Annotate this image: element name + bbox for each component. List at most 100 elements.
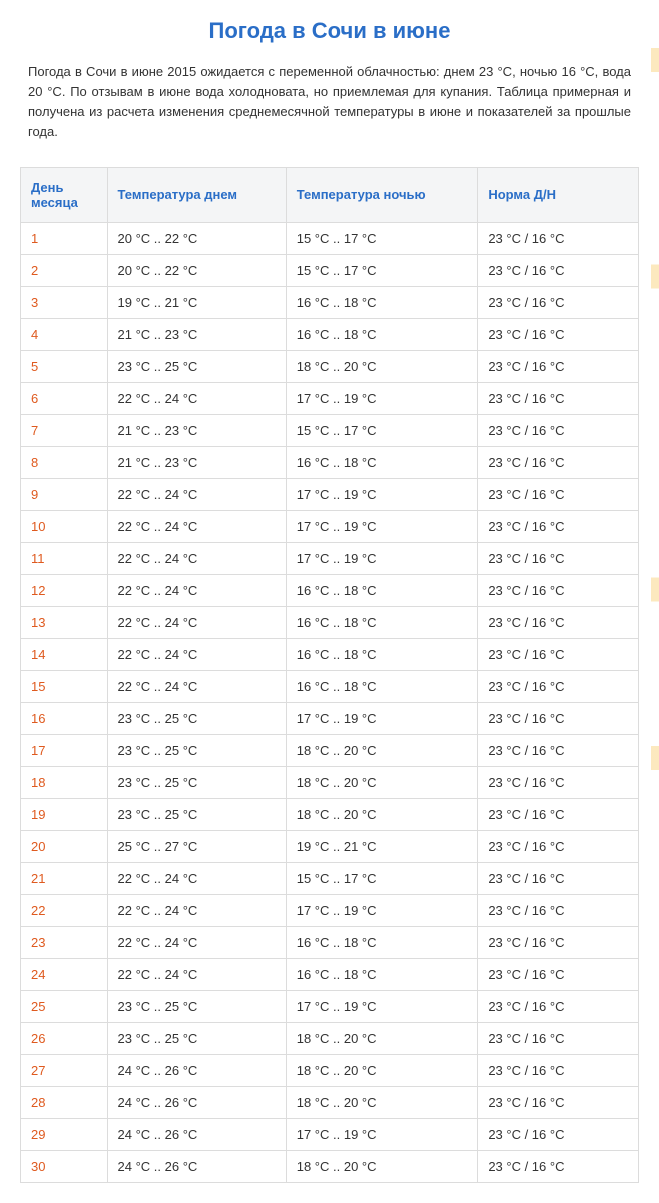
- table-row: 1522 °С .. 24 °С16 °С .. 18 °С23 °С / 16…: [21, 670, 639, 702]
- table-row: 1823 °С .. 25 °С18 °С .. 20 °С23 °С / 16…: [21, 766, 639, 798]
- col-header-day-temp: Температура днем: [107, 167, 286, 222]
- norm-cell: 23 °С / 16 °С: [478, 638, 639, 670]
- norm-cell: 23 °С / 16 °С: [478, 1118, 639, 1150]
- day-cell[interactable]: 22: [21, 894, 108, 926]
- day-cell[interactable]: 13: [21, 606, 108, 638]
- day-cell[interactable]: 3: [21, 286, 108, 318]
- day-temp-cell: 20 °С .. 22 °С: [107, 254, 286, 286]
- day-temp-cell: 23 °С .. 25 °С: [107, 990, 286, 1022]
- night-temp-cell: 17 °С .. 19 °С: [286, 702, 478, 734]
- table-row: 2122 °С .. 24 °С15 °С .. 17 °С23 °С / 16…: [21, 862, 639, 894]
- day-cell[interactable]: 11: [21, 542, 108, 574]
- day-cell[interactable]: 12: [21, 574, 108, 606]
- day-cell[interactable]: 10: [21, 510, 108, 542]
- day-temp-cell: 22 °С .. 24 °С: [107, 606, 286, 638]
- page-title: Погода в Сочи в июне: [20, 18, 639, 44]
- night-temp-cell: 16 °С .. 18 °С: [286, 318, 478, 350]
- norm-cell: 23 °С / 16 °С: [478, 414, 639, 446]
- night-temp-cell: 16 °С .. 18 °С: [286, 446, 478, 478]
- day-cell[interactable]: 26: [21, 1022, 108, 1054]
- norm-cell: 23 °С / 16 °С: [478, 350, 639, 382]
- day-cell[interactable]: 21: [21, 862, 108, 894]
- table-row: 523 °С .. 25 °С18 °С .. 20 °С23 °С / 16 …: [21, 350, 639, 382]
- night-temp-cell: 16 °С .. 18 °С: [286, 286, 478, 318]
- day-cell[interactable]: 14: [21, 638, 108, 670]
- table-row: 1122 °С .. 24 °С17 °С .. 19 °С23 °С / 16…: [21, 542, 639, 574]
- table-row: 3024 °С .. 26 °С18 °С .. 20 °С23 °С / 16…: [21, 1150, 639, 1182]
- day-cell[interactable]: 18: [21, 766, 108, 798]
- day-cell[interactable]: 25: [21, 990, 108, 1022]
- norm-cell: 23 °С / 16 °С: [478, 830, 639, 862]
- col-header-norm: Норма Д/Н: [478, 167, 639, 222]
- day-cell[interactable]: 9: [21, 478, 108, 510]
- day-cell[interactable]: 2: [21, 254, 108, 286]
- day-temp-cell: 24 °С .. 26 °С: [107, 1054, 286, 1086]
- intro-paragraph: Погода в Сочи в июне 2015 ожидается с пе…: [28, 62, 631, 143]
- day-temp-cell: 22 °С .. 24 °С: [107, 638, 286, 670]
- night-temp-cell: 17 °С .. 19 °С: [286, 990, 478, 1022]
- night-temp-cell: 15 °С .. 17 °С: [286, 254, 478, 286]
- table-row: 2025 °С .. 27 °С19 °С .. 21 °С23 °С / 16…: [21, 830, 639, 862]
- norm-cell: 23 °С / 16 °С: [478, 958, 639, 990]
- norm-cell: 23 °С / 16 °С: [478, 446, 639, 478]
- night-temp-cell: 15 °С .. 17 °С: [286, 222, 478, 254]
- table-row: 1623 °С .. 25 °С17 °С .. 19 °С23 °С / 16…: [21, 702, 639, 734]
- day-temp-cell: 22 °С .. 24 °С: [107, 510, 286, 542]
- day-cell[interactable]: 8: [21, 446, 108, 478]
- day-temp-cell: 22 °С .. 24 °С: [107, 478, 286, 510]
- norm-cell: 23 °С / 16 °С: [478, 734, 639, 766]
- norm-cell: 23 °С / 16 °С: [478, 254, 639, 286]
- table-row: 721 °С .. 23 °С15 °С .. 17 °С23 °С / 16 …: [21, 414, 639, 446]
- day-cell[interactable]: 24: [21, 958, 108, 990]
- norm-cell: 23 °С / 16 °С: [478, 606, 639, 638]
- day-cell[interactable]: 15: [21, 670, 108, 702]
- table-row: 421 °С .. 23 °С16 °С .. 18 °С23 °С / 16 …: [21, 318, 639, 350]
- day-cell[interactable]: 28: [21, 1086, 108, 1118]
- norm-cell: 23 °С / 16 °С: [478, 478, 639, 510]
- night-temp-cell: 16 °С .. 18 °С: [286, 926, 478, 958]
- night-temp-cell: 18 °С .. 20 °С: [286, 1086, 478, 1118]
- night-temp-cell: 17 °С .. 19 °С: [286, 894, 478, 926]
- day-temp-cell: 23 °С .. 25 °С: [107, 1022, 286, 1054]
- table-row: 2924 °С .. 26 °С17 °С .. 19 °С23 °С / 16…: [21, 1118, 639, 1150]
- day-cell[interactable]: 17: [21, 734, 108, 766]
- table-row: 2422 °С .. 24 °С16 °С .. 18 °С23 °С / 16…: [21, 958, 639, 990]
- norm-cell: 23 °С / 16 °С: [478, 990, 639, 1022]
- day-temp-cell: 24 °С .. 26 °С: [107, 1118, 286, 1150]
- day-cell[interactable]: 4: [21, 318, 108, 350]
- night-temp-cell: 17 °С .. 19 °С: [286, 382, 478, 414]
- table-row: 1422 °С .. 24 °С16 °С .. 18 °С23 °С / 16…: [21, 638, 639, 670]
- day-temp-cell: 22 °С .. 24 °С: [107, 542, 286, 574]
- day-temp-cell: 22 °С .. 24 °С: [107, 382, 286, 414]
- table-row: 2222 °С .. 24 °С17 °С .. 19 °С23 °С / 16…: [21, 894, 639, 926]
- night-temp-cell: 19 °С .. 21 °С: [286, 830, 478, 862]
- night-temp-cell: 18 °С .. 20 °С: [286, 1150, 478, 1182]
- day-cell[interactable]: 27: [21, 1054, 108, 1086]
- day-cell[interactable]: 19: [21, 798, 108, 830]
- day-cell[interactable]: 7: [21, 414, 108, 446]
- night-temp-cell: 16 °С .. 18 °С: [286, 958, 478, 990]
- night-temp-cell: 18 °С .. 20 °С: [286, 1054, 478, 1086]
- table-row: 120 °С .. 22 °С15 °С .. 17 °С23 °С / 16 …: [21, 222, 639, 254]
- table-row: 1322 °С .. 24 °С16 °С .. 18 °С23 °С / 16…: [21, 606, 639, 638]
- norm-cell: 23 °С / 16 °С: [478, 926, 639, 958]
- day-cell[interactable]: 16: [21, 702, 108, 734]
- night-temp-cell: 16 °С .. 18 °С: [286, 606, 478, 638]
- night-temp-cell: 17 °С .. 19 °С: [286, 478, 478, 510]
- day-cell[interactable]: 1: [21, 222, 108, 254]
- day-cell[interactable]: 6: [21, 382, 108, 414]
- night-temp-cell: 16 °С .. 18 °С: [286, 638, 478, 670]
- day-cell[interactable]: 29: [21, 1118, 108, 1150]
- norm-cell: 23 °С / 16 °С: [478, 1022, 639, 1054]
- weather-table: День месяца Температура днем Температура…: [20, 167, 639, 1183]
- day-cell[interactable]: 5: [21, 350, 108, 382]
- day-temp-cell: 25 °С .. 27 °С: [107, 830, 286, 862]
- norm-cell: 23 °С / 16 °С: [478, 1054, 639, 1086]
- day-cell[interactable]: 20: [21, 830, 108, 862]
- day-cell[interactable]: 23: [21, 926, 108, 958]
- norm-cell: 23 °С / 16 °С: [478, 1150, 639, 1182]
- day-cell[interactable]: 30: [21, 1150, 108, 1182]
- day-temp-cell: 23 °С .. 25 °С: [107, 350, 286, 382]
- day-temp-cell: 24 °С .. 26 °С: [107, 1150, 286, 1182]
- table-row: 1222 °С .. 24 °С16 °С .. 18 °С23 °С / 16…: [21, 574, 639, 606]
